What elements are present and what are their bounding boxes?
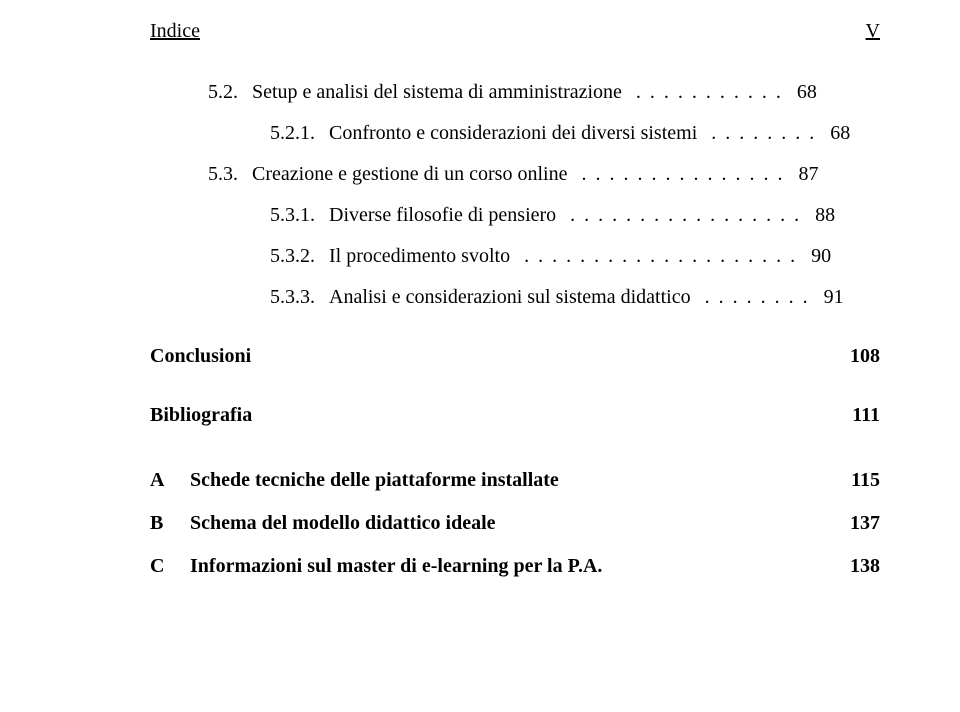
toc-label: Il procedimento svolto: [329, 245, 510, 268]
appendix-letter: A: [150, 469, 190, 492]
appendix-entry: A Schede tecniche delle piattaforme inst…: [150, 469, 880, 492]
appendix-label: Schede tecniche delle piattaforme instal…: [190, 469, 841, 492]
toc-page: 87: [798, 163, 818, 186]
toc-page: 68: [797, 81, 817, 104]
appendix-letter: B: [150, 512, 190, 535]
toc-label: Creazione e gestione di un corso online: [252, 163, 567, 186]
appendix-page: 115: [851, 469, 880, 492]
toc-page: 91: [824, 286, 844, 309]
appendix-entry: C Informazioni sul master di e-learning …: [150, 555, 880, 578]
toc-entry: 5.3.1. Diverse filosofie di pensiero . .…: [150, 204, 880, 227]
page-header: Indice V: [150, 20, 880, 43]
toc-entry: 5.2. Setup e analisi del sistema di ammi…: [150, 81, 880, 104]
appendix-page: 137: [850, 512, 880, 535]
toc-number: 5.2.: [208, 81, 238, 104]
toc-number: 5.2.1.: [270, 122, 315, 145]
toc-number: 5.3.3.: [270, 286, 315, 309]
toc-dots: . . . . . . . . . . . . . . . . .: [570, 204, 801, 227]
toc-page: 90: [811, 245, 831, 268]
section-conclusioni: Conclusioni 108: [150, 345, 880, 368]
toc-dots: . . . . . . . . . . .: [636, 81, 783, 104]
appendix-label: Informazioni sul master di e-learning pe…: [190, 555, 840, 578]
appendix-label: Schema del modello didattico ideale: [190, 512, 840, 535]
toc-dots: . . . . . . . .: [711, 122, 816, 145]
section-page: 111: [852, 404, 880, 427]
toc-label: Setup e analisi del sistema di amministr…: [252, 81, 622, 104]
toc-dots: . . . . . . . . . . . . . . . . . . . .: [524, 245, 797, 268]
header-title: Indice: [150, 20, 200, 43]
appendix-letter: C: [150, 555, 190, 578]
toc-dots: . . . . . . . .: [705, 286, 810, 309]
toc-dots: . . . . . . . . . . . . . . .: [581, 163, 784, 186]
toc-page: 68: [830, 122, 850, 145]
header-page-roman: V: [866, 20, 880, 43]
section-bibliografia: Bibliografia 111: [150, 404, 880, 427]
toc-entry: 5.2.1. Confronto e considerazioni dei di…: [150, 122, 880, 145]
toc-number: 5.3.1.: [270, 204, 315, 227]
toc-label: Confronto e considerazioni dei diversi s…: [329, 122, 697, 145]
toc-page: 88: [815, 204, 835, 227]
section-label: Bibliografia: [150, 404, 252, 427]
toc-label: Diverse filosofie di pensiero: [329, 204, 556, 227]
section-page: 108: [850, 345, 880, 368]
section-label: Conclusioni: [150, 345, 251, 368]
document-page: Indice V 5.2. Setup e analisi del sistem…: [0, 0, 960, 712]
toc-entry: 5.3.2. Il procedimento svolto . . . . . …: [150, 245, 880, 268]
toc-label: Analisi e considerazioni sul sistema did…: [329, 286, 691, 309]
appendix-entry: B Schema del modello didattico ideale 13…: [150, 512, 880, 535]
appendix-page: 138: [850, 555, 880, 578]
toc-number: 5.3.: [208, 163, 238, 186]
toc-number: 5.3.2.: [270, 245, 315, 268]
toc-entry: 5.3.3. Analisi e considerazioni sul sist…: [150, 286, 880, 309]
toc-entry: 5.3. Creazione e gestione di un corso on…: [150, 163, 880, 186]
